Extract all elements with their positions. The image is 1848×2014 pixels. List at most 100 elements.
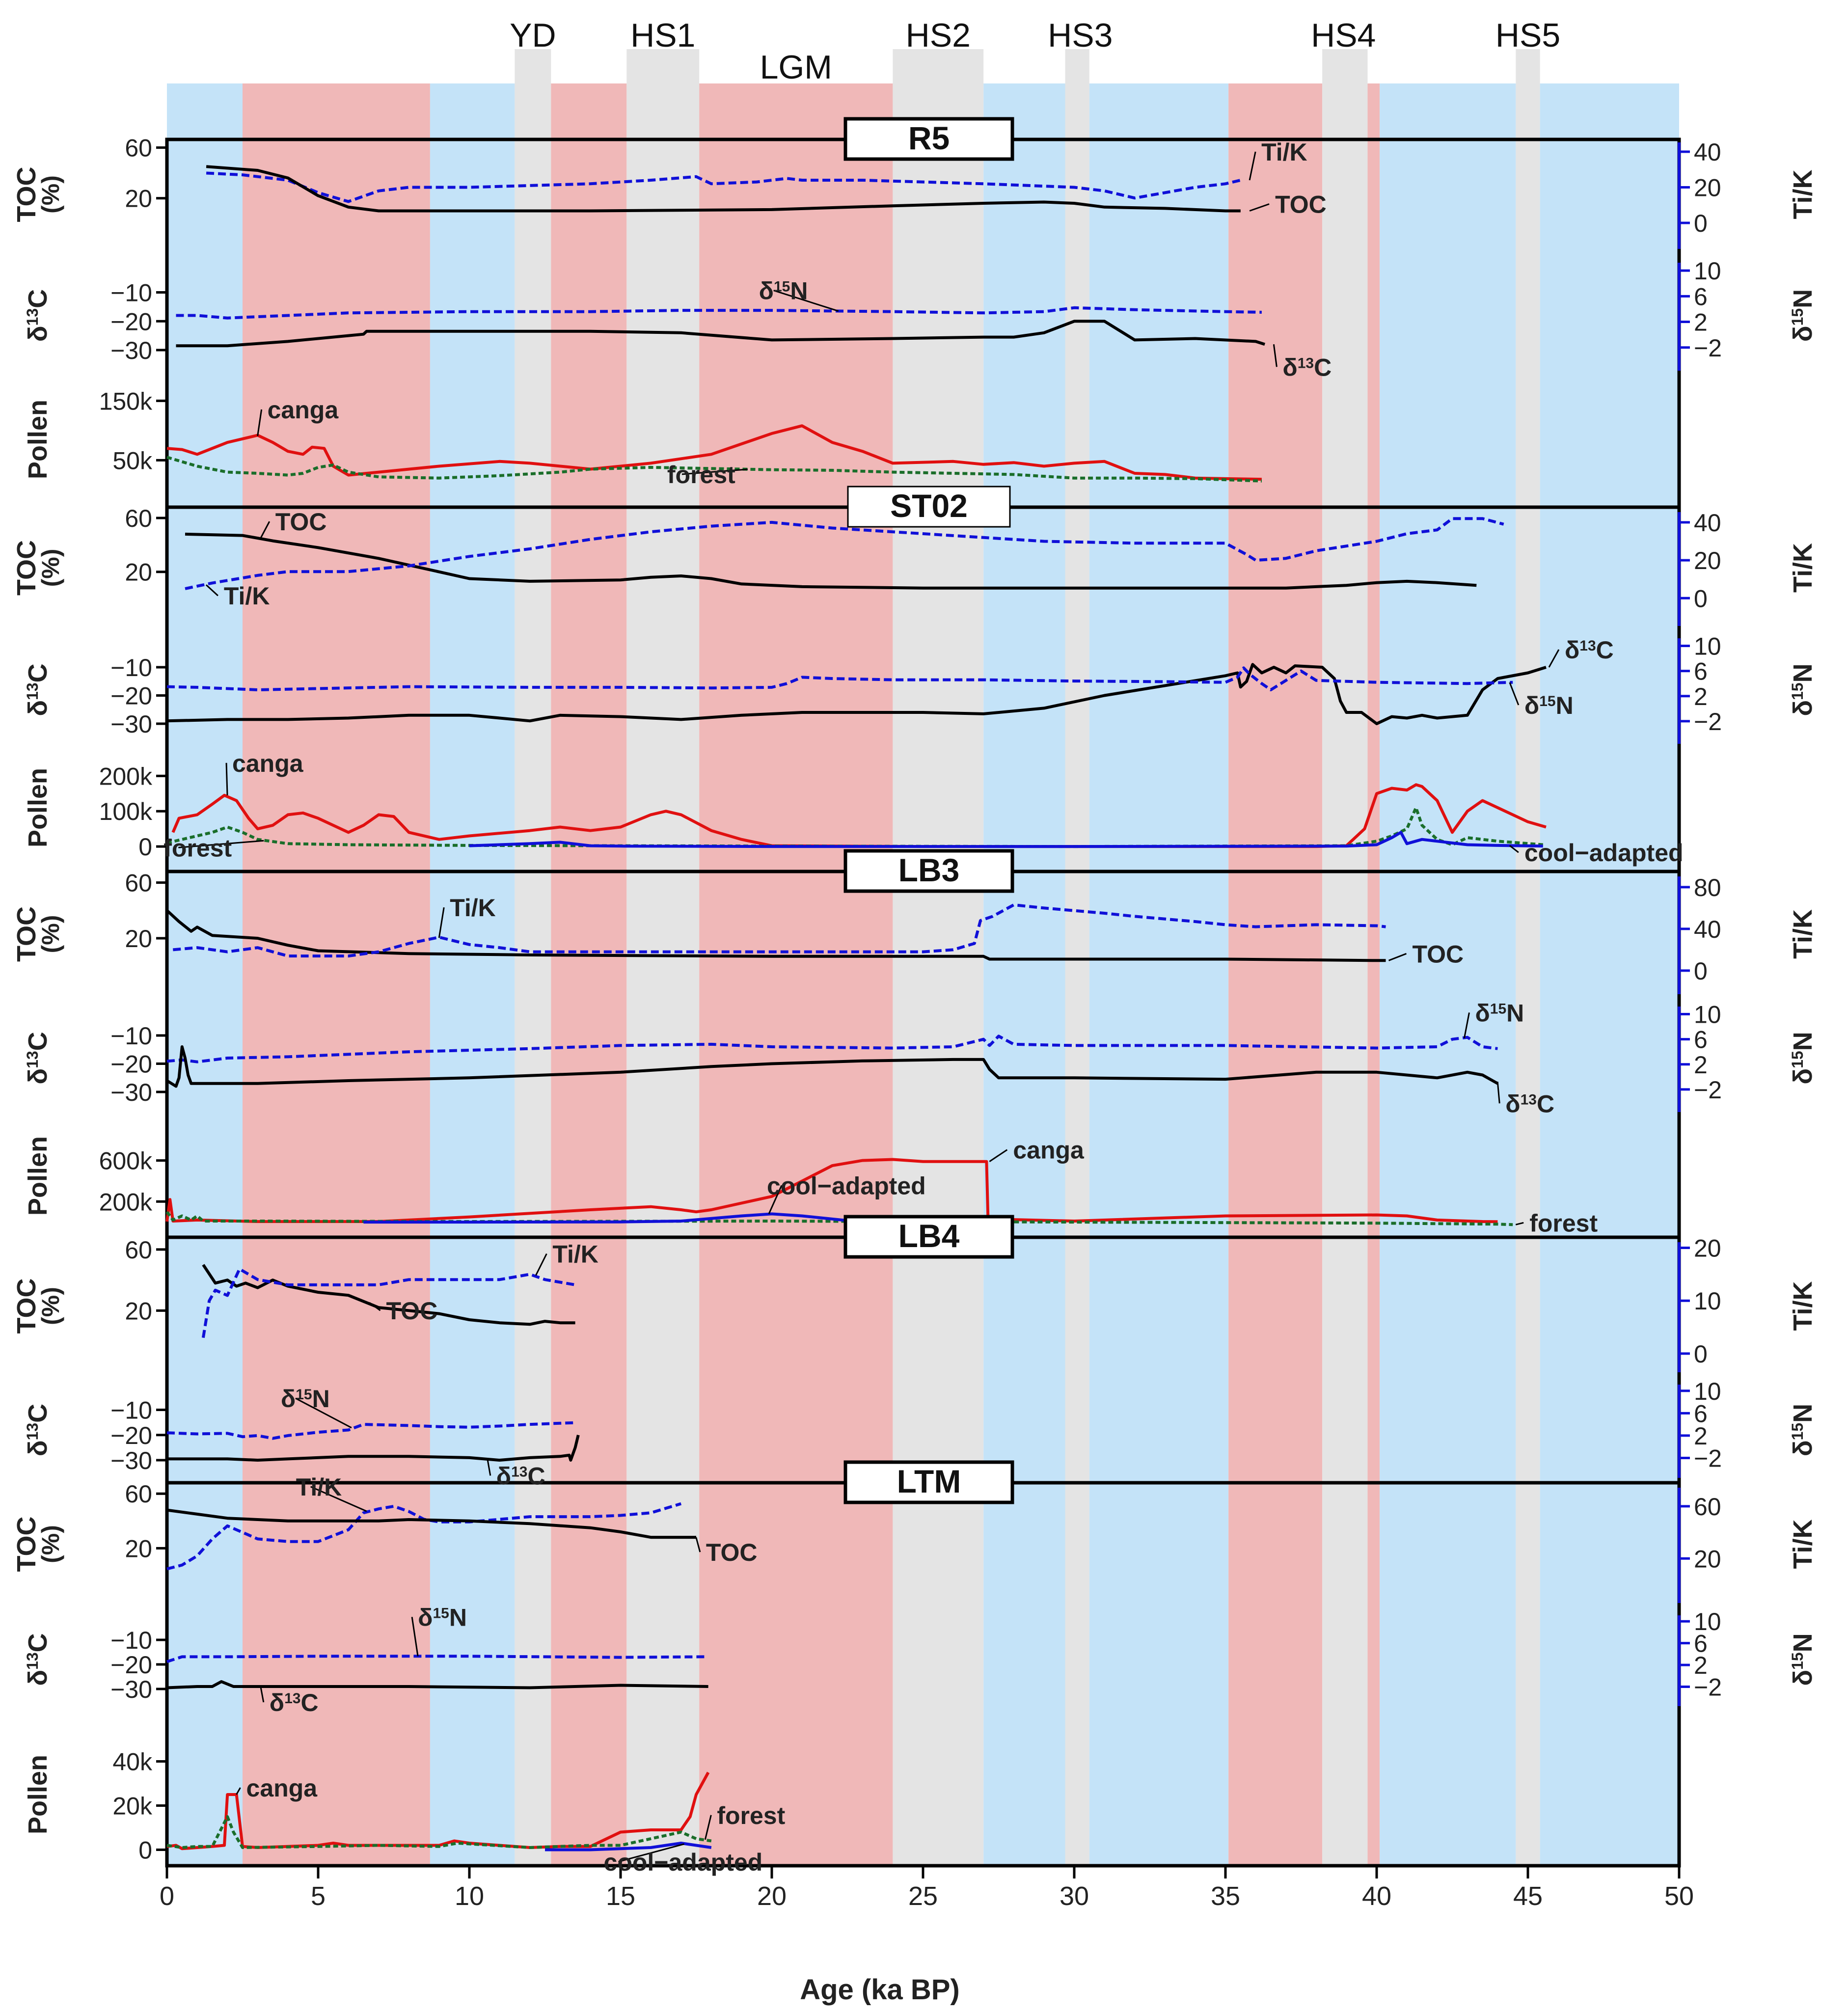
right-tick-label: 10 [1694,1378,1721,1405]
series-ti-k [201,1267,576,1338]
left-tick-label: 60 [125,1480,152,1508]
axis-title-toc-unit: (%) [37,549,64,587]
axis-title-d13c: δ13C [23,1633,53,1686]
x-tick-label: 30 [1060,1881,1089,1911]
annotation-arrow [704,1815,712,1840]
left-tick-label: −20 [110,1051,152,1078]
right-tick-label: 2 [1694,1051,1708,1079]
annotation-arrow [1509,845,1519,853]
x-tick-label: 10 [455,1881,484,1911]
left-tick-label: −10 [110,1627,152,1654]
right-tick-label: 40 [1694,138,1721,166]
x-tick-label: 35 [1211,1881,1240,1911]
band-warm [1380,83,1516,1866]
series-toc [202,1264,575,1326]
annotation-arrow [1515,1222,1524,1225]
series-label: Ti/K [296,1473,342,1501]
series-label: cool−adapted [1524,839,1684,867]
axis-title-tik: Ti/K [1788,909,1818,959]
right-tick-label: 40 [1694,509,1721,537]
left-tick-label: 40k [112,1748,153,1776]
right-tick-label: 10 [1694,1608,1721,1635]
series-label: TOC [386,1297,438,1325]
right-tick-label: 40 [1694,916,1721,943]
annotation-arrow [1273,344,1277,367]
series-label: TOC [1275,191,1327,218]
series--13c [167,1435,580,1462]
annotation-arrow [768,1185,783,1214]
axis-title-toc-unit: (%) [37,1287,64,1325]
left-tick-label: 20k [112,1793,153,1820]
series-ti-k [173,903,1386,958]
series-toc [206,165,1241,213]
left-tick-label: 60 [125,505,152,532]
axis-title-d15n: δ15N [1788,289,1818,342]
right-tick-label: 60 [1694,1493,1721,1521]
right-tick-label: 10 [1694,1001,1721,1029]
series--15n [166,1421,575,1440]
right-tick-label: 10 [1694,1287,1721,1315]
axis-title-toc-unit: (%) [37,175,64,214]
left-tick-label: 100k [99,798,153,825]
series-label: δ13C [270,1689,319,1716]
series-label: δ13C [1505,1090,1554,1117]
series--13c [166,663,1547,725]
left-tick-label: −30 [110,710,152,738]
series-label: Ti/K [450,894,496,922]
axis-title-tik: Ti/K [1788,1519,1818,1569]
series-ti-k [206,171,1241,203]
series-label: δ15N [1475,999,1524,1027]
right-tick-label: 20 [1694,547,1721,574]
left-tick-label: 200k [99,1188,153,1216]
right-tick-label: −2 [1694,1674,1722,1701]
right-tick-label: 10 [1694,257,1721,285]
series-label: TOC [275,508,327,536]
axis-title-tik: Ti/K [1788,1281,1818,1331]
right-tick-label: 2 [1694,309,1708,336]
axis-title-pollen: Pollen [23,768,53,847]
annotation-arrow [695,1537,701,1552]
left-tick-label: 60 [125,135,152,162]
series-forest [166,1815,712,1849]
series--15n [166,1034,1498,1063]
left-tick-label: −30 [110,1447,152,1474]
series-label: δ13C [1565,636,1614,664]
series-canga [166,424,1262,481]
climate-period-bands [167,49,1679,1866]
left-tick-label: 20 [125,925,152,953]
series-ti-k [185,517,1504,590]
series--15n [166,666,1513,691]
axis-title-toc-unit: (%) [37,915,64,953]
panel-title: R5 [908,120,950,156]
left-tick-label: −10 [110,1397,152,1424]
axis-title-d15n: δ15N [1788,1032,1818,1084]
series-ti-k [166,1502,682,1571]
right-tick-label: 0 [1694,957,1708,985]
series-label: canga [268,396,339,424]
series-label: δ13C [1282,354,1332,381]
right-tick-label: 6 [1694,1400,1708,1427]
right-tick-label: 6 [1694,658,1708,685]
left-tick-label: 600k [99,1147,153,1175]
axis-title-tik: Ti/K [1788,543,1818,593]
series-label: forest [667,461,735,489]
series-label: cool−adapted [604,1849,763,1876]
series--13c [166,1045,1498,1088]
band-cold [243,83,430,1866]
left-tick-label: −20 [110,308,152,335]
annotation-arrow [487,1459,491,1476]
band-event [515,49,551,1866]
left-tick-label: 0 [138,1837,152,1864]
right-tick-label: 0 [1694,1340,1708,1368]
right-tick-label: 6 [1694,283,1708,310]
panel-title: LTM [897,1463,961,1499]
series-label: δ15N [418,1604,467,1631]
series-label: Ti/K [224,582,270,610]
annotation-arrow [1249,203,1270,212]
band-cold [1228,83,1323,1866]
series-label: TOC [706,1539,758,1566]
left-tick-label: 60 [125,1236,152,1264]
axis-title-toc: TOC [12,1278,41,1334]
axis-title-pollen: Pollen [23,1755,53,1834]
